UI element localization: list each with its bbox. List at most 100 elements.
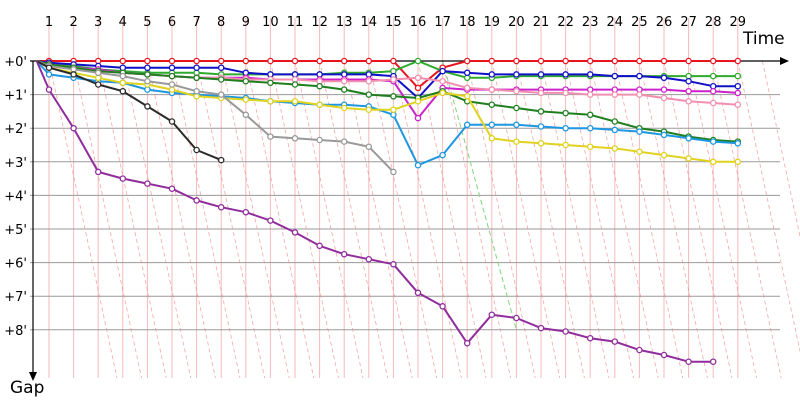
series-8-point-9	[242, 96, 250, 103]
series-1-point-9	[242, 57, 250, 65]
series-7-point-28	[709, 138, 717, 145]
lap-line-2	[73, 60, 142, 379]
series-7-point-25	[636, 128, 643, 135]
series-2-point-29	[734, 72, 742, 80]
series-1-point-5	[144, 57, 151, 65]
lap-line-18	[466, 60, 536, 379]
series-4-point-28	[709, 87, 717, 95]
series-11-point-28	[709, 358, 717, 365]
x-tick-4: 4	[119, 15, 127, 30]
series-9-point-4	[119, 72, 127, 80]
series-9-point-15	[390, 168, 397, 176]
series-7-point-1	[45, 71, 53, 78]
series-9-point-10	[267, 133, 274, 140]
series-11-point-17	[439, 303, 446, 310]
series-3	[36, 59, 742, 102]
series-5-point-18	[463, 84, 471, 92]
series-1-point-26	[660, 57, 668, 65]
x-tick-6: 6	[168, 15, 176, 30]
series-5-point-13	[340, 77, 348, 85]
x-tick-5: 5	[143, 15, 151, 30]
series-6-point-5	[144, 71, 151, 78]
series-1-point-14	[365, 57, 373, 65]
x-tick-3: 3	[94, 15, 102, 30]
lap-line-4	[122, 60, 192, 379]
series-10	[36, 60, 225, 164]
series-1-point-25	[636, 57, 643, 65]
series-11-point-2	[70, 124, 77, 132]
series-4-point-27	[685, 87, 692, 95]
series-11-point-16	[414, 289, 422, 297]
series-9-line	[36, 60, 395, 173]
series-4-point-16	[414, 114, 422, 122]
series-3-point-10	[267, 71, 274, 78]
series-9-point-12	[316, 136, 323, 144]
x-tick-16: 16	[410, 15, 427, 30]
series-7-point-19	[488, 121, 496, 129]
x-tick-18: 18	[459, 15, 476, 30]
series-1-point-15	[390, 57, 397, 65]
series-10-point-2	[70, 71, 77, 78]
series-9-point-8	[217, 91, 225, 98]
series-10-point-4	[119, 87, 127, 95]
lap-line-28	[712, 60, 782, 379]
series-11-point-5	[144, 180, 151, 187]
x-tick-24: 24	[607, 15, 624, 30]
series-8-point-12	[316, 101, 323, 108]
x-tick-1: 1	[45, 15, 53, 30]
series-3-point-19	[488, 71, 496, 78]
series-8-point-11	[291, 98, 299, 105]
lap-line-16	[417, 60, 487, 379]
y-axis-arrow	[29, 372, 37, 381]
x-tick-15: 15	[385, 15, 402, 30]
series-8-point-15	[390, 106, 397, 113]
series-1-point-29	[734, 57, 742, 65]
series-10-point-6	[168, 118, 176, 125]
series-1-point-13	[340, 57, 348, 65]
series-11-point-23	[586, 334, 594, 342]
x-tick-25: 25	[631, 15, 648, 30]
series-1-point-16	[414, 84, 422, 92]
lap-line-27	[688, 60, 757, 379]
series-1-point-22	[562, 57, 569, 65]
series-11-point-11	[291, 229, 299, 236]
series-9-point-6	[168, 81, 176, 88]
series-7-point-15	[390, 111, 397, 119]
series-8-point-26	[660, 151, 668, 159]
series-4	[36, 60, 742, 122]
series-7-point-29	[734, 140, 742, 147]
x-tick-19: 19	[484, 15, 501, 30]
x-tick-14: 14	[361, 15, 378, 30]
series-8-point-16	[414, 98, 422, 105]
y-tick-6: +6'	[4, 257, 27, 272]
series-8-point-24	[611, 145, 619, 152]
series-1-point-10	[267, 57, 274, 65]
series-1-point-7	[193, 57, 200, 65]
lap-line-21	[540, 60, 610, 379]
series-11-point-21	[537, 324, 545, 332]
series-6-point-13	[340, 86, 348, 93]
series-8-point-21	[537, 140, 545, 147]
series-11-point-3	[94, 168, 102, 176]
series-11-point-10	[267, 217, 274, 224]
series-10-point-5	[144, 103, 151, 110]
x-tick-29: 29	[730, 15, 747, 30]
series-3-point-18	[463, 69, 471, 77]
series-6-point-7	[193, 74, 200, 82]
series-3-point-23	[586, 71, 594, 78]
x-tick-27: 27	[680, 15, 697, 30]
lap-reference-lines	[48, 60, 800, 379]
lap-line-11	[294, 60, 364, 379]
series-5-point-15	[390, 76, 397, 83]
series-1-point-12	[316, 57, 323, 65]
series-2-point-27	[685, 72, 692, 80]
series-8-line	[36, 60, 738, 163]
series-3-point-17	[439, 67, 446, 75]
series-6-line	[36, 60, 738, 143]
series-1-point-11	[291, 57, 299, 65]
y-tick-4: +4'	[4, 189, 27, 204]
x-tick-26: 26	[656, 15, 673, 30]
series-1-point-6	[168, 57, 176, 65]
lap-line-9	[245, 60, 315, 379]
series-8-point-29	[734, 158, 742, 166]
